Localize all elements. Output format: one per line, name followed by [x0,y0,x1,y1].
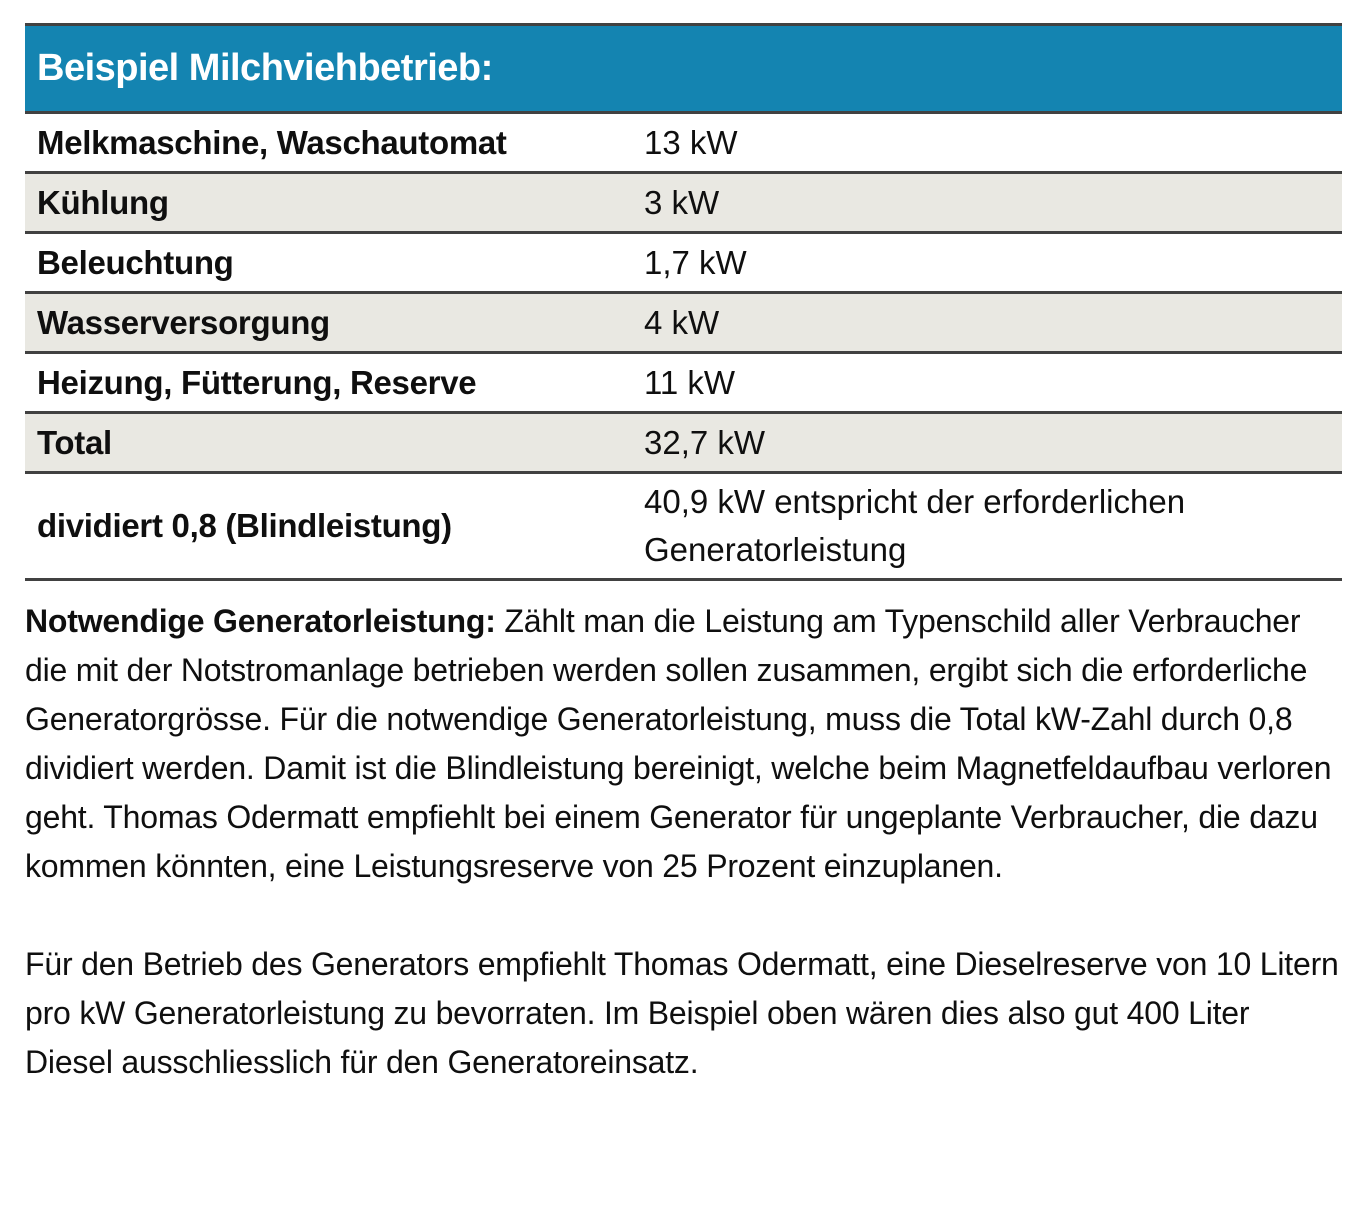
power-value: 1,7 kW [643,243,747,281]
device-label: Heizung, Fütterung, Reserve [37,363,477,401]
device-label: Kühlung [37,183,169,221]
power-value: 4 kW [643,303,720,341]
device-label: Wasserversorgung [37,303,330,341]
device-label: Beleuchtung [37,243,234,281]
body-text: Notwendige Generatorleistung: Zählt man … [25,597,1342,1087]
paragraph-text: Für den Betrieb des Generators empfiehlt… [25,946,1339,1080]
power-value: 11 kW [643,363,736,401]
device-label: Melkmaschine, Waschautomat [37,123,507,161]
table-title: Beispiel Milchviehbetrieb: [37,47,493,89]
table-row: Kühlung 3 kW [25,174,1342,234]
table-row-generator-power: dividiert 0,8 (Blindleistung) 40,9 kW en… [25,474,1342,581]
table-row: Melkmaschine, Waschautomat 13 kW [25,114,1342,174]
power-table: Beispiel Milchviehbetrieb: Melkmaschine,… [25,23,1342,581]
paragraph-lead: Notwendige Generatorleistung: [25,603,496,639]
table-row: Beleuchtung 1,7 kW [25,234,1342,294]
table-row: Heizung, Fütterung, Reserve 11 kW [25,354,1342,414]
table-header: Beispiel Milchviehbetrieb: [25,26,1342,114]
table-row: Wasserversorgung 4 kW [25,294,1342,354]
paragraph-diesel-reserve: Für den Betrieb des Generators empfiehlt… [25,940,1342,1087]
table-row-total: Total 32,7 kW [25,414,1342,474]
power-value: 32,7 kW [643,423,766,461]
paragraph-text: Zählt man die Leistung am Typenschild al… [25,603,1332,884]
device-label: dividiert 0,8 (Blindleistung) [37,507,452,544]
device-label: Total [37,423,112,461]
power-value: 40,9 kW entspricht der erforderlichen Ge… [643,483,1186,568]
paragraph-generator-power: Notwendige Generatorleistung: Zählt man … [25,597,1342,891]
power-value: 13 kW [643,123,738,161]
power-value: 3 kW [643,183,720,221]
